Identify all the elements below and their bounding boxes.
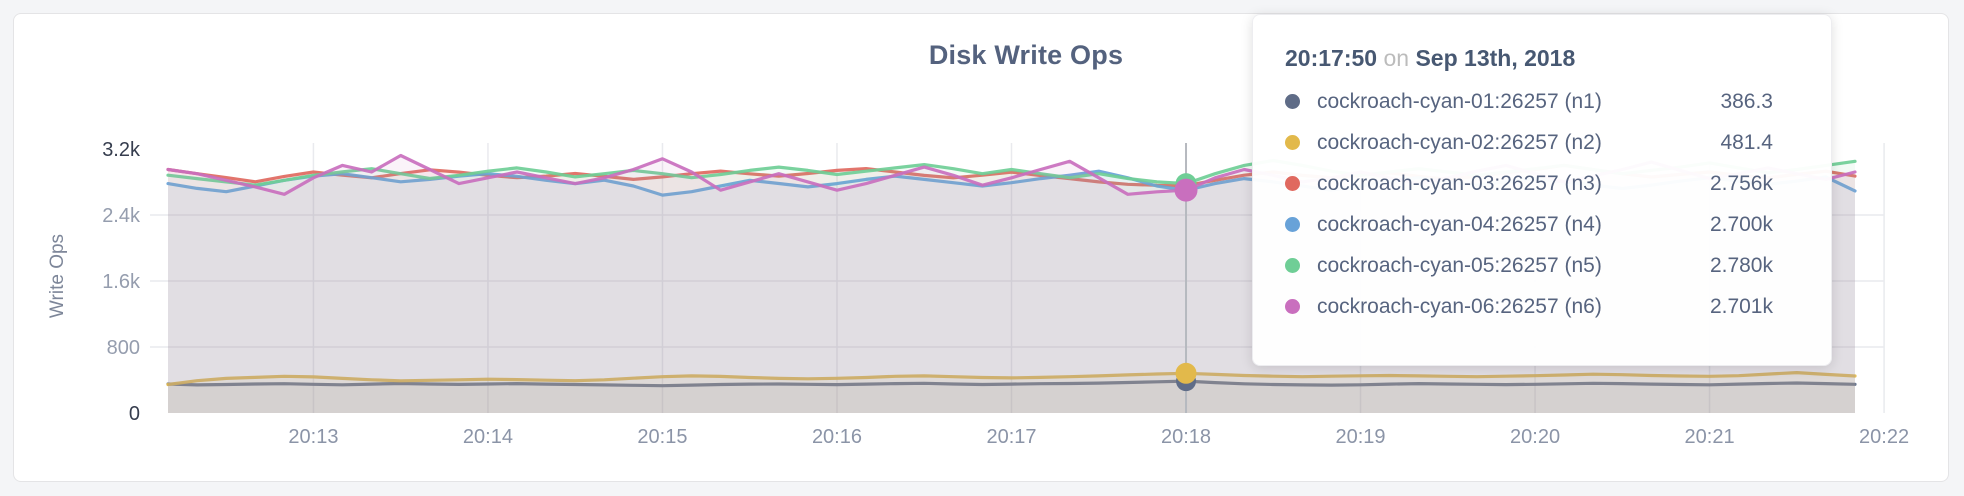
- series-line: [166, 379, 1857, 388]
- tooltip-conjunction: on: [1383, 45, 1410, 71]
- y-tick-label: 1.6k: [102, 271, 141, 293]
- x-tick-label: 20:15: [637, 426, 687, 448]
- series-area: [168, 372, 1855, 413]
- series-name: cockroach-cyan-05:26257 (n5): [1317, 254, 1602, 277]
- series-color-dot: [1285, 299, 1300, 314]
- series-value: 2.701k: [1709, 295, 1773, 318]
- hover-tooltip: 20:17:50 on Sep 13th, 2018 cockroach-cya…: [1252, 14, 1832, 366]
- x-tick-label: 20:17: [986, 426, 1036, 448]
- x-tick-label: 20:22: [1859, 426, 1909, 448]
- series-value: 2.780k: [1709, 254, 1773, 277]
- y-axis-title: Write Ops: [47, 233, 68, 319]
- tooltip-time: 20:17:50: [1285, 45, 1378, 71]
- y-tick-label: 3.2k: [102, 139, 141, 161]
- tooltip-row: cockroach-cyan-02:26257 (n2) 481.4: [1285, 130, 1773, 155]
- series-color-dot: [1285, 94, 1300, 109]
- x-tick-label: 20:19: [1336, 426, 1386, 448]
- hover-dot: [1175, 362, 1197, 384]
- series-color-dot: [1285, 135, 1300, 150]
- hover-dot: [1174, 178, 1198, 202]
- series-value: 2.700k: [1709, 213, 1773, 236]
- x-tick-label: 20:18: [1161, 426, 1211, 448]
- series-value: 481.4: [1720, 131, 1773, 154]
- series-color-dot: [1285, 217, 1300, 232]
- y-tick-label: 0: [129, 403, 140, 425]
- series-name: cockroach-cyan-02:26257 (n2): [1317, 131, 1602, 154]
- tooltip-row: cockroach-cyan-06:26257 (n6) 2.701k: [1285, 294, 1773, 319]
- tooltip-legend-rows: cockroach-cyan-01:26257 (n1) 386.3 cockroa…: [1285, 89, 1773, 319]
- series-name: cockroach-cyan-06:26257 (n6): [1317, 295, 1602, 318]
- x-tick-label: 20:16: [812, 426, 862, 448]
- tooltip-row: cockroach-cyan-05:26257 (n5) 2.780k: [1285, 253, 1773, 278]
- series-area: [168, 381, 1855, 413]
- series-name: cockroach-cyan-04:26257 (n4): [1317, 213, 1602, 236]
- x-tick-label: 20:21: [1685, 426, 1735, 448]
- tooltip-date: Sep 13th, 2018: [1415, 45, 1576, 71]
- hover-dots: [1174, 173, 1198, 392]
- tooltip-row: cockroach-cyan-03:26257 (n3) 2.756k: [1285, 171, 1773, 196]
- y-tick-label: 800: [107, 337, 140, 359]
- x-tick-label: 20:13: [288, 426, 338, 448]
- series-name: cockroach-cyan-01:26257 (n1): [1317, 90, 1602, 113]
- series-name: cockroach-cyan-03:26257 (n3): [1317, 172, 1602, 195]
- tooltip-row: cockroach-cyan-04:26257 (n4) 2.700k: [1285, 212, 1773, 237]
- x-tick-label: 20:20: [1510, 426, 1560, 448]
- series-line: [166, 371, 1857, 387]
- series-color-dot: [1285, 258, 1300, 273]
- x-tick-label: 20:14: [463, 426, 513, 448]
- chart-title: Disk Write Ops: [928, 40, 1124, 70]
- axis-labels: 0 800 1.6k 2.4k 3.2k 20:13 20:14 20:15 20:16 20:1…: [102, 139, 1909, 448]
- series-color-dot: [1285, 176, 1300, 191]
- y-tick-label: 2.4k: [102, 205, 141, 227]
- tooltip-header: 20:17:50 on Sep 13th, 2018: [1285, 43, 1773, 73]
- series-value: 2.756k: [1709, 172, 1773, 195]
- series-value: 386.3: [1720, 90, 1773, 113]
- tooltip-row: cockroach-cyan-01:26257 (n1) 386.3: [1285, 89, 1773, 114]
